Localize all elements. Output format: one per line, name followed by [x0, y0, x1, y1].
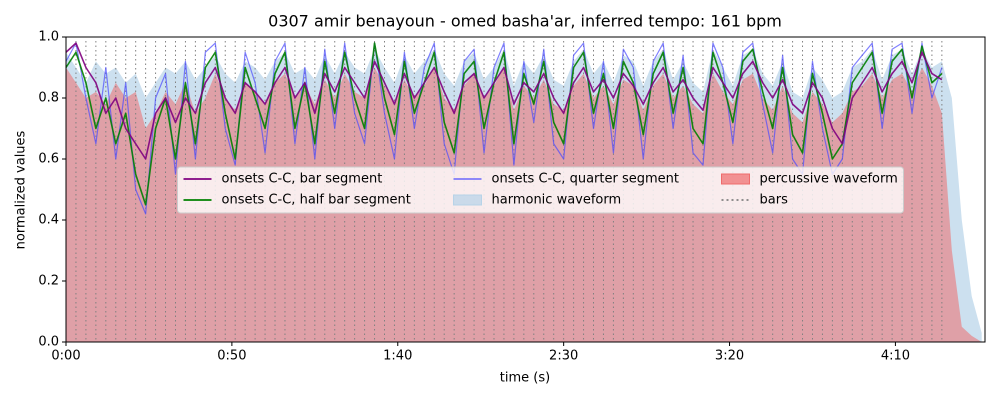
y-tick-label: 1.0 — [38, 30, 59, 45]
legend-label: percussive waveform — [760, 172, 898, 187]
series-line — [65, 42, 943, 215]
legend: onsets C-C, bar segment onsets C-C, half … — [177, 166, 904, 214]
plot-frame — [65, 36, 986, 343]
legend-patch — [453, 194, 482, 206]
x-tick-label: 0:50 — [217, 349, 246, 364]
y-tick-label: 0.2 — [38, 274, 59, 289]
x-tick-label: 0:00 — [51, 349, 80, 364]
y-tick-label: 0.0 — [38, 335, 59, 350]
legend-label: onsets C-C, bar segment — [222, 172, 383, 187]
x-tick-label: 3:20 — [715, 349, 744, 364]
legend-label: onsets C-C, quarter segment — [492, 172, 679, 187]
y-axis-label: normalized values — [14, 130, 29, 249]
y-tick-label: 0.4 — [38, 213, 59, 228]
chart-title: 0307 amir benayoun - omed basha'ar, infe… — [268, 12, 782, 31]
legend-patch — [721, 173, 750, 185]
series-line — [65, 42, 943, 206]
x-tick-label: 1:40 — [383, 349, 412, 364]
x-tick-label: 2:30 — [549, 349, 578, 364]
legend-label: bars — [760, 193, 789, 208]
legend-label: onsets C-C, half bar segment — [222, 193, 411, 208]
legend-label: harmonic waveform — [492, 193, 622, 208]
x-axis-label: time (s) — [500, 371, 550, 386]
series-line — [65, 42, 943, 160]
y-tick-label: 0.6 — [38, 152, 59, 167]
y-tick-label: 0.8 — [38, 91, 59, 106]
x-tick-label: 4:10 — [881, 349, 910, 364]
